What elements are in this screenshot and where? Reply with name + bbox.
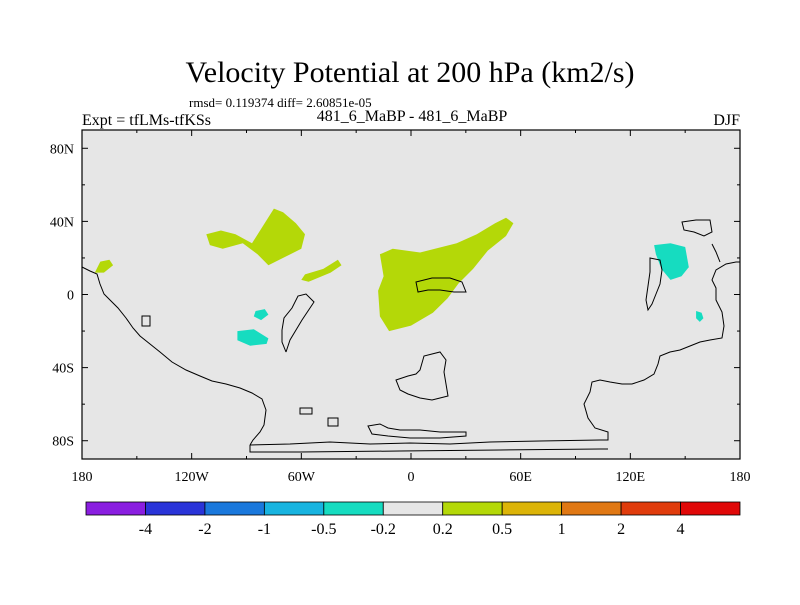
coastlines [81,219,740,453]
colorbar-label: 0.2 [433,521,453,538]
shaded-anomaly-regions [94,208,704,346]
y-tick-label: 0 [67,289,74,304]
x-tick-label: 60W [288,470,316,485]
coastline-segment [327,417,339,427]
x-tick-label: 60E [509,470,532,485]
region-caribbean [301,259,342,282]
colorbar-label: -0.5 [311,521,336,538]
y-tick-label: 80N [50,142,74,157]
colorbar-swatch [85,501,146,516]
colorbar-swatch [620,501,681,516]
season-label: DJF [713,112,740,129]
coastline-segment [299,407,313,415]
experiment-label: Expt = tfLMs-tfKSs [82,112,211,129]
colorbar-swatch [204,501,265,516]
colorbar-label: -2 [198,521,211,538]
colorbar-label: -4 [139,521,152,538]
colorbar: -4 -2 -1 -0.5 -0.2 0.2 0.5 1 2 4 [85,501,741,538]
y-tick-label: 40S [52,362,74,377]
coastline-segment [367,423,467,439]
x-tick-label: 180 [72,470,93,485]
axes: 180 120W 60W 0 60E 120E 180 80N 40N 0 40S 80S [50,130,751,485]
x-tick-label: 180 [730,470,751,485]
coastline-segment [249,261,740,446]
region-south-america-small [253,309,269,321]
region-north-pacific-west [94,259,114,273]
stats-label: rmsd= 0.119374 diff= 2.60851e-05 [189,95,372,110]
region-africa-asia [378,217,514,332]
colorbar-label: 1 [558,521,566,538]
colorbar-swatch [323,501,384,516]
x-tick-label: 120W [175,470,210,485]
colorbar-swatch [561,501,622,516]
coastline-segment [395,351,449,401]
coastline-segment [249,445,608,453]
x-tick-label: 120E [616,470,646,485]
colorbar-swatch [442,501,503,516]
region-north-pacific-band [206,208,305,266]
coastline-segment [281,293,315,353]
case-label: 481_6_MaBP - 481_6_MaBP [317,108,508,125]
coastline-segment [711,243,721,263]
coastline-segment [81,266,267,446]
coastline-segment [415,277,467,293]
colorbar-swatch [382,501,444,516]
x-tick-label: 0 [408,470,415,485]
y-tick-label: 40N [50,215,74,230]
colorbar-swatch [263,501,325,516]
region-south-america [237,329,269,346]
y-tick-label: 80S [52,435,74,450]
coastline-segment [141,315,151,327]
coastline-segment [681,219,713,237]
colorbar-label: 4 [677,521,685,538]
chart-title: Velocity Potential at 200 hPa (km2/s) [185,56,634,89]
region-western-pacific [654,243,689,280]
coastline-segment [645,257,663,312]
colorbar-label: 0.5 [492,521,512,538]
colorbar-label: -1 [258,521,271,538]
colorbar-swatch [680,501,741,516]
colorbar-label: -0.2 [371,521,396,538]
colorbar-label: 2 [617,521,625,538]
colorbar-swatch [145,501,206,516]
colorbar-swatch [501,501,563,516]
region-solomon [696,311,704,322]
